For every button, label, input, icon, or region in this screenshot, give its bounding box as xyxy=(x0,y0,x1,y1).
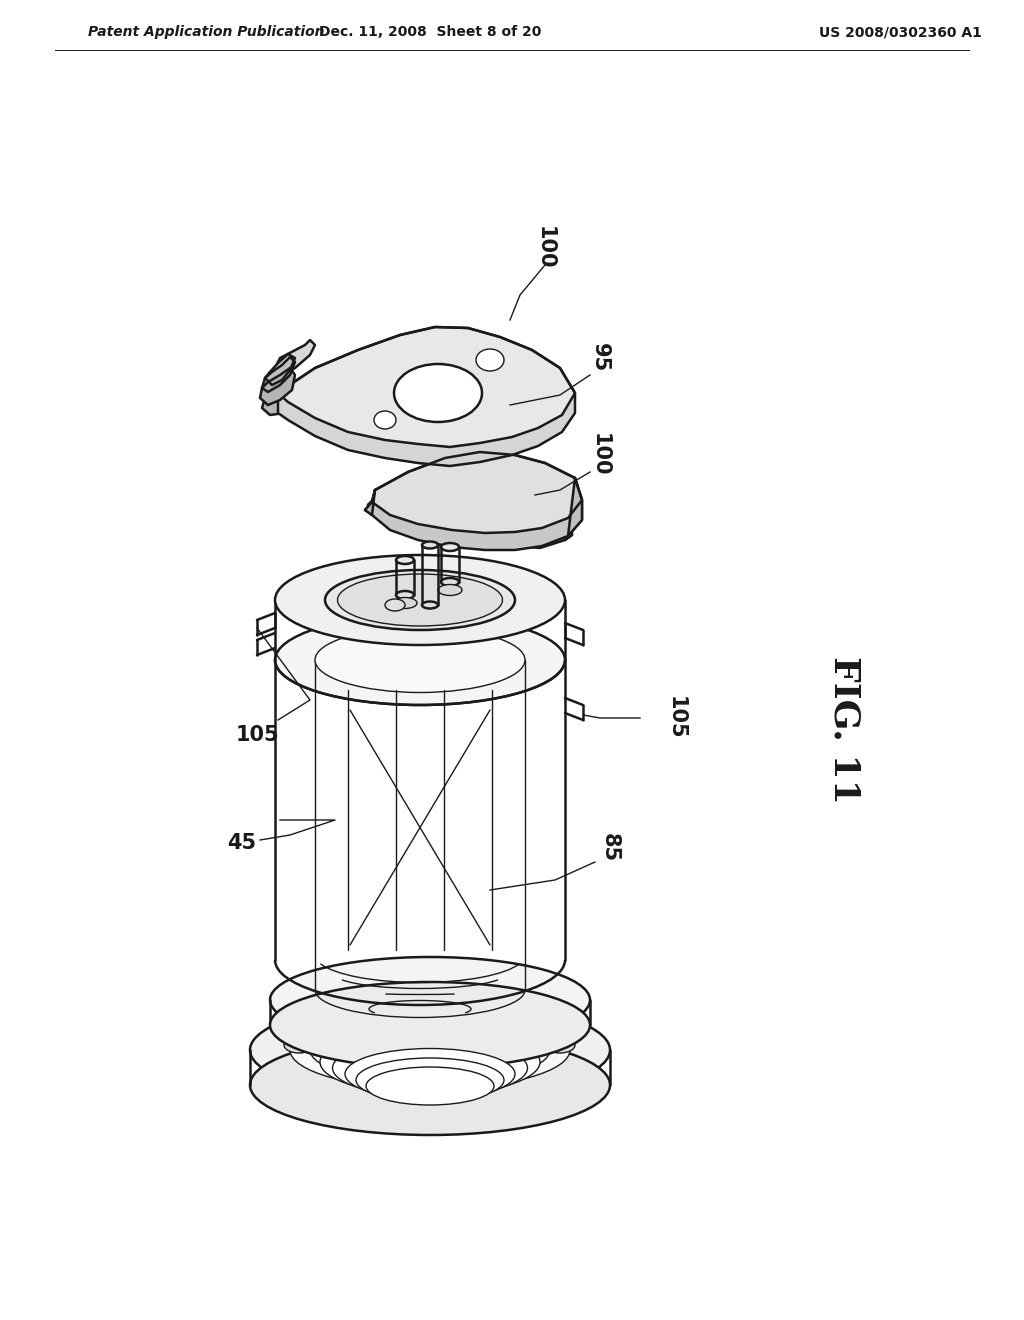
Text: 45: 45 xyxy=(227,833,257,853)
Ellipse shape xyxy=(374,411,396,429)
Polygon shape xyxy=(368,458,572,548)
Polygon shape xyxy=(262,385,298,414)
Polygon shape xyxy=(565,492,572,540)
Text: 100: 100 xyxy=(535,226,555,269)
Polygon shape xyxy=(275,341,315,378)
Ellipse shape xyxy=(394,364,482,422)
Polygon shape xyxy=(305,341,565,442)
Ellipse shape xyxy=(275,554,565,645)
Ellipse shape xyxy=(545,1038,575,1053)
Ellipse shape xyxy=(393,598,417,609)
Ellipse shape xyxy=(422,602,438,609)
Ellipse shape xyxy=(396,591,414,599)
Ellipse shape xyxy=(284,1038,314,1053)
Text: Dec. 11, 2008  Sheet 8 of 20: Dec. 11, 2008 Sheet 8 of 20 xyxy=(318,25,542,40)
Ellipse shape xyxy=(338,574,503,626)
Ellipse shape xyxy=(415,1016,445,1034)
Polygon shape xyxy=(265,354,295,385)
Ellipse shape xyxy=(270,982,590,1068)
Ellipse shape xyxy=(315,627,525,693)
Polygon shape xyxy=(262,356,295,392)
Polygon shape xyxy=(365,490,375,515)
Ellipse shape xyxy=(275,615,565,705)
Ellipse shape xyxy=(400,372,480,428)
Polygon shape xyxy=(368,488,385,515)
Ellipse shape xyxy=(476,348,504,371)
Text: Patent Application Publication: Patent Application Publication xyxy=(88,25,325,40)
Ellipse shape xyxy=(325,570,515,630)
Polygon shape xyxy=(305,341,565,465)
Text: 85: 85 xyxy=(600,833,620,862)
Text: 95: 95 xyxy=(590,343,610,372)
Text: 100: 100 xyxy=(590,433,610,477)
Ellipse shape xyxy=(396,556,414,564)
Text: US 2008/0302360 A1: US 2008/0302360 A1 xyxy=(818,25,981,40)
Ellipse shape xyxy=(290,1011,570,1089)
Ellipse shape xyxy=(385,599,406,611)
Ellipse shape xyxy=(310,1016,550,1082)
Text: FIG. 11: FIG. 11 xyxy=(828,656,862,804)
Ellipse shape xyxy=(438,585,462,595)
Polygon shape xyxy=(278,327,575,447)
Polygon shape xyxy=(372,451,582,533)
Ellipse shape xyxy=(333,1039,527,1097)
Ellipse shape xyxy=(319,1030,540,1096)
Polygon shape xyxy=(375,458,572,531)
Ellipse shape xyxy=(441,578,459,586)
Ellipse shape xyxy=(270,957,590,1043)
Ellipse shape xyxy=(422,541,438,549)
Ellipse shape xyxy=(374,416,396,434)
Ellipse shape xyxy=(366,1067,494,1105)
Polygon shape xyxy=(278,327,575,466)
Polygon shape xyxy=(265,363,290,399)
Ellipse shape xyxy=(441,543,459,550)
Polygon shape xyxy=(365,451,582,550)
Ellipse shape xyxy=(250,1001,610,1100)
Text: 105: 105 xyxy=(237,725,280,744)
Polygon shape xyxy=(568,478,582,536)
Text: 105: 105 xyxy=(666,696,686,739)
Ellipse shape xyxy=(356,1059,504,1102)
Ellipse shape xyxy=(250,1035,610,1135)
Ellipse shape xyxy=(479,407,501,424)
Polygon shape xyxy=(260,368,295,405)
Ellipse shape xyxy=(345,1048,515,1100)
